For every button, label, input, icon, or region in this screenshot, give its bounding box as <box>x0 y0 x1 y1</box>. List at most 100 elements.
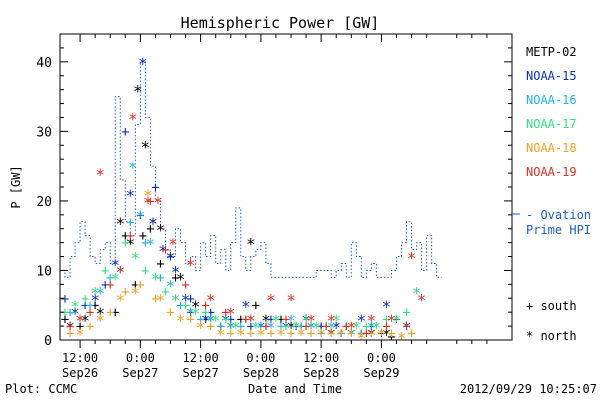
noaa-18-north-point: * <box>143 186 153 205</box>
metp-02-north-point: * <box>176 269 186 288</box>
noaa-19-north-point: * <box>186 256 196 275</box>
metp-02-north-point: * <box>115 214 125 233</box>
noaa-17-south-point: + <box>342 319 350 335</box>
noaa-18-south-point: + <box>151 291 159 307</box>
legend-noaa-17: NOAA-17 <box>526 117 577 131</box>
noaa-17-north-point: * <box>331 311 341 330</box>
legend-noaa-19: NOAA-19 <box>526 165 577 179</box>
noaa-15-south-point: + <box>367 319 375 335</box>
noaa-18-north-point: * <box>236 325 246 344</box>
noaa-15-south-point: + <box>186 291 194 307</box>
noaa-19-south-point: + <box>66 319 74 335</box>
noaa-18-south-point: + <box>287 326 295 342</box>
x-tick-label-time: 0:00 <box>367 351 396 365</box>
noaa-16-south-point: + <box>337 326 345 342</box>
noaa-17-south-point: + <box>141 263 149 279</box>
noaa-15-north-point: * <box>125 186 135 205</box>
metp-02-north-point: * <box>246 235 256 254</box>
noaa-19-north-point: * <box>153 193 163 212</box>
noaa-19-north-point: * <box>246 311 256 330</box>
noaa-17-south-point: + <box>362 319 370 335</box>
metp-02-south-point: + <box>297 319 305 335</box>
noaa-15-south-point: + <box>342 319 350 335</box>
noaa-19-north-point: * <box>95 165 105 184</box>
noaa-19-north-point: * <box>168 235 178 254</box>
noaa-19-south-point: + <box>322 319 330 335</box>
noaa-17-north-point: * <box>70 297 80 316</box>
noaa-17-north-point: * <box>372 318 382 337</box>
y-axis-label: P [GW] <box>9 165 23 208</box>
noaa-15-south-point: + <box>227 312 235 328</box>
noaa-19-north-point: * <box>206 290 216 309</box>
noaa-15-north-point: * <box>221 311 231 330</box>
noaa-19-south-point: + <box>382 319 390 335</box>
noaa-18-south-point: + <box>247 326 255 342</box>
noaa-16-north-point: * <box>115 262 125 281</box>
noaa-16-south-point: + <box>176 298 184 314</box>
noaa-19-south-point: + <box>181 277 189 293</box>
noaa-16-north-point: * <box>166 276 176 295</box>
metp-02-north-point: * <box>65 318 75 337</box>
noaa-19-north-point: * <box>387 311 397 330</box>
noaa-17-north-point: * <box>90 283 100 302</box>
metp-02-south-point: + <box>171 270 179 286</box>
noaa-15-south-point: + <box>317 319 325 335</box>
noaa-18-north-point: * <box>296 325 306 344</box>
noaa-19-south-point: + <box>106 277 114 293</box>
x-tick-label-date: Sep27 <box>122 366 158 380</box>
noaa-19-north-point: * <box>346 318 356 337</box>
noaa-19-north-point: * <box>367 311 377 330</box>
noaa-18-north-point: * <box>377 325 387 344</box>
x-tick-label-time: 12:00 <box>183 351 219 365</box>
axes: 01020304012:00Sep260:00Sep2712:00Sep270:… <box>36 34 512 380</box>
noaa-17-south-point: + <box>161 284 169 300</box>
noaa-18-south-point: + <box>186 312 194 328</box>
ovation-step-line <box>60 61 442 278</box>
x-tick-label-time: 0:00 <box>126 351 155 365</box>
metp-02-south-point: + <box>277 312 285 328</box>
noaa-16-north-point: * <box>346 325 356 344</box>
metp-02-north-point: * <box>346 325 356 344</box>
noaa-16-south-point: + <box>216 319 224 335</box>
noaa-18-north-point: * <box>196 318 206 337</box>
noaa-19-north-point: * <box>286 290 296 309</box>
noaa-16-north-point: * <box>146 235 156 254</box>
noaa-19-south-point: + <box>282 312 290 328</box>
noaa-18-north-point: * <box>95 311 105 330</box>
metp-02-north-point: * <box>226 318 236 337</box>
metp-02-north-point: * <box>382 325 392 344</box>
legend-noaa-15: NOAA-15 <box>526 69 577 83</box>
noaa-17-north-point: * <box>412 283 422 302</box>
noaa-17-north-point: * <box>211 311 221 330</box>
noaa-16-south-point: + <box>196 312 204 328</box>
metp-02-south-point: + <box>61 312 69 328</box>
noaa-17-north-point: * <box>271 311 281 330</box>
noaa-17-south-point: + <box>61 305 69 321</box>
noaa-15-north-point: * <box>331 318 341 337</box>
noaa-15-south-point: + <box>101 277 109 293</box>
x-tick-label-time: 12:00 <box>303 351 339 365</box>
noaa-19-south-point: + <box>302 319 310 335</box>
metp-02-south-point: + <box>377 326 385 342</box>
noaa-19-south-point: + <box>201 298 209 314</box>
noaa-19-south-point: + <box>262 319 270 335</box>
x-tick-label-time: 12:00 <box>62 351 98 365</box>
metp-02-north-point: * <box>367 325 377 344</box>
noaa-18-south-point: + <box>327 326 335 342</box>
metp-02-south-point: + <box>156 257 164 273</box>
noaa-16-north-point: * <box>326 318 336 337</box>
metp-02-south-point: + <box>317 319 325 335</box>
noaa-15-north-point: * <box>241 297 251 316</box>
noaa-16-north-point: * <box>186 304 196 323</box>
noaa-16-south-point: + <box>106 270 114 286</box>
noaa-17-south-point: + <box>262 319 270 335</box>
noaa-17-south-point: + <box>201 305 209 321</box>
plot-timestamp: 2012/09/29 10:25:07 <box>460 382 597 396</box>
noaa-18-south-point: + <box>227 326 235 342</box>
legend: METP-02 NOAA-15 NOAA-16 NOAA-17 NOAA-18 NOAA-… <box>512 45 591 343</box>
noaa-19-north-point: * <box>417 290 427 309</box>
noaa-15-south-point: + <box>247 319 255 335</box>
noaa-17-south-point: + <box>242 312 250 328</box>
noaa-17-north-point: * <box>171 290 181 309</box>
